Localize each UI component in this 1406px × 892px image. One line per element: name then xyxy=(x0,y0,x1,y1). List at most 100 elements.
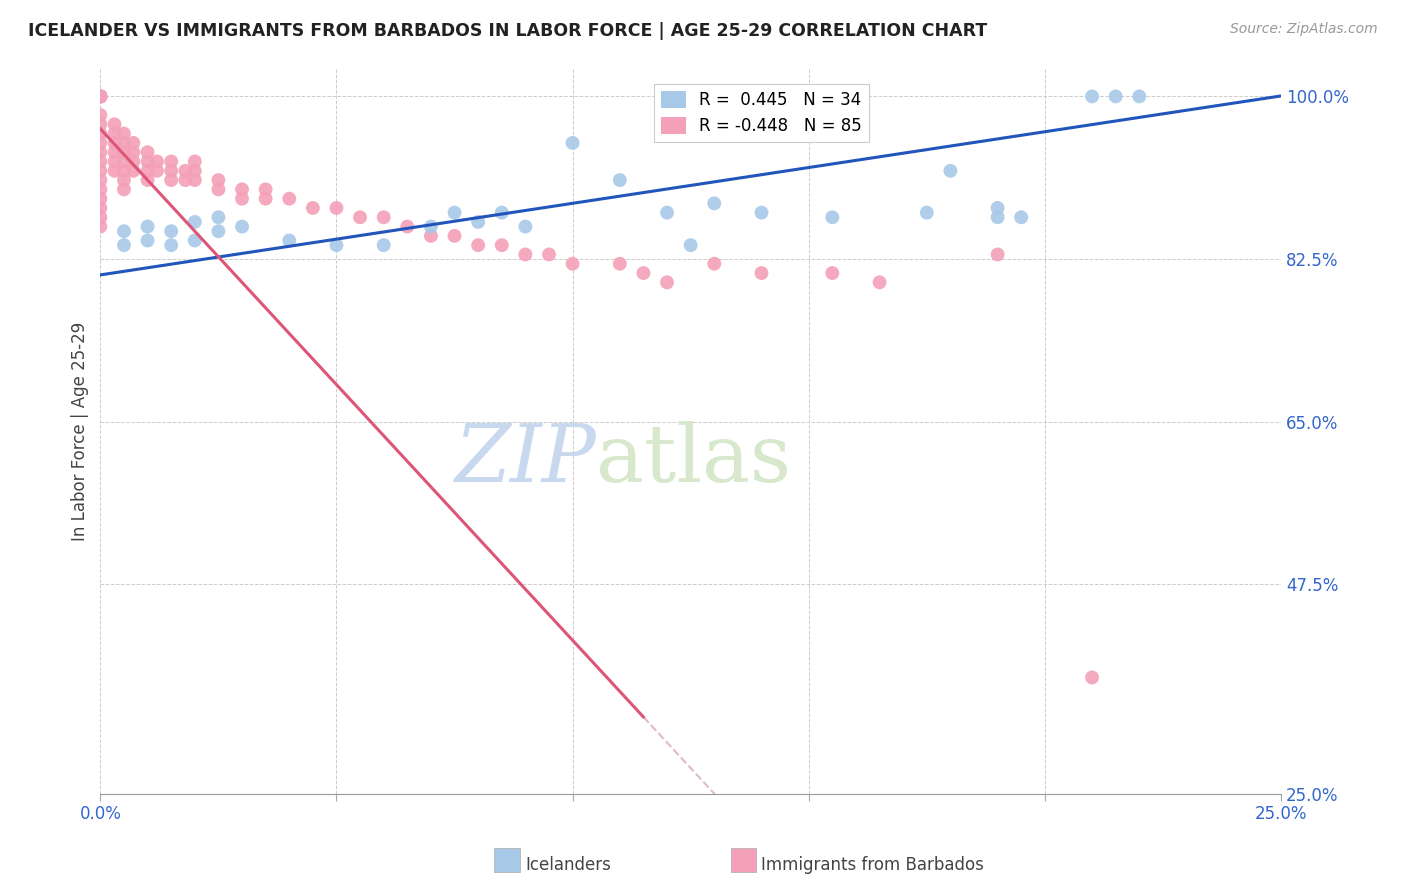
Point xyxy=(443,205,465,219)
Point xyxy=(515,219,537,234)
Point xyxy=(136,163,159,178)
Point xyxy=(987,201,1010,215)
Point xyxy=(231,192,253,206)
Point xyxy=(112,145,135,160)
Point xyxy=(443,228,465,243)
Point xyxy=(254,182,277,196)
Text: Immigrants from Barbados: Immigrants from Barbados xyxy=(762,856,984,874)
Point xyxy=(146,163,169,178)
Point xyxy=(703,257,725,271)
Point xyxy=(703,196,725,211)
Point xyxy=(89,154,111,169)
Point xyxy=(537,247,560,261)
Text: atlas: atlas xyxy=(596,421,792,500)
Point xyxy=(302,201,325,215)
Point xyxy=(207,182,229,196)
Point xyxy=(939,163,962,178)
Text: ZIP: ZIP xyxy=(454,421,596,499)
Point xyxy=(184,215,207,229)
Point xyxy=(1105,89,1128,103)
Point xyxy=(184,154,207,169)
Point xyxy=(112,154,135,169)
Point xyxy=(325,238,347,252)
Point xyxy=(869,276,891,290)
Point xyxy=(987,211,1010,225)
Point xyxy=(112,224,135,238)
Point xyxy=(112,238,135,252)
Point xyxy=(419,219,441,234)
Point xyxy=(136,219,159,234)
Point xyxy=(609,257,631,271)
Point xyxy=(174,173,197,187)
Point xyxy=(89,108,111,122)
Point xyxy=(184,173,207,187)
Point xyxy=(103,163,125,178)
Point xyxy=(561,257,583,271)
Point xyxy=(89,117,111,131)
Point xyxy=(278,234,301,248)
Point xyxy=(89,89,111,103)
Point xyxy=(103,117,125,131)
Point xyxy=(231,219,253,234)
Point xyxy=(515,247,537,261)
Point xyxy=(89,89,111,103)
Point xyxy=(655,276,678,290)
Point xyxy=(122,163,145,178)
Point xyxy=(373,211,395,225)
Point xyxy=(231,182,253,196)
Point xyxy=(467,215,489,229)
Point xyxy=(89,89,111,103)
Point xyxy=(112,163,135,178)
Point xyxy=(174,163,197,178)
Point xyxy=(349,211,371,225)
Point xyxy=(112,127,135,141)
Point xyxy=(278,192,301,206)
Point xyxy=(122,145,145,160)
Point xyxy=(122,154,145,169)
Point xyxy=(396,219,419,234)
Text: Icelanders: Icelanders xyxy=(526,856,612,874)
Point xyxy=(112,182,135,196)
Point xyxy=(103,154,125,169)
Text: ICELANDER VS IMMIGRANTS FROM BARBADOS IN LABOR FORCE | AGE 25-29 CORRELATION CHA: ICELANDER VS IMMIGRANTS FROM BARBADOS IN… xyxy=(28,22,987,40)
Point xyxy=(89,136,111,150)
Point xyxy=(146,154,169,169)
Point xyxy=(655,205,678,219)
Point xyxy=(89,173,111,187)
Point xyxy=(207,173,229,187)
Point xyxy=(160,163,183,178)
Point xyxy=(89,163,111,178)
Point xyxy=(160,173,183,187)
Text: Source: ZipAtlas.com: Source: ZipAtlas.com xyxy=(1230,22,1378,37)
Point xyxy=(136,154,159,169)
Point xyxy=(491,205,513,219)
Point xyxy=(207,211,229,225)
Point xyxy=(1081,670,1104,684)
Point xyxy=(207,224,229,238)
Point xyxy=(751,266,773,280)
Point xyxy=(122,136,145,150)
Point xyxy=(112,173,135,187)
Point xyxy=(679,238,702,252)
Point xyxy=(467,238,489,252)
Point xyxy=(325,201,347,215)
Point xyxy=(609,173,631,187)
Point xyxy=(160,224,183,238)
Point xyxy=(89,219,111,234)
Point xyxy=(103,145,125,160)
Point xyxy=(821,211,844,225)
Point xyxy=(89,89,111,103)
Point xyxy=(751,205,773,219)
Point xyxy=(1010,211,1032,225)
Point xyxy=(112,136,135,150)
Point xyxy=(915,205,938,219)
Point xyxy=(103,127,125,141)
Point xyxy=(89,145,111,160)
Point xyxy=(184,234,207,248)
Point xyxy=(136,145,159,160)
Point xyxy=(821,266,844,280)
Point xyxy=(160,154,183,169)
Point xyxy=(136,173,159,187)
Point xyxy=(184,163,207,178)
Point xyxy=(160,238,183,252)
